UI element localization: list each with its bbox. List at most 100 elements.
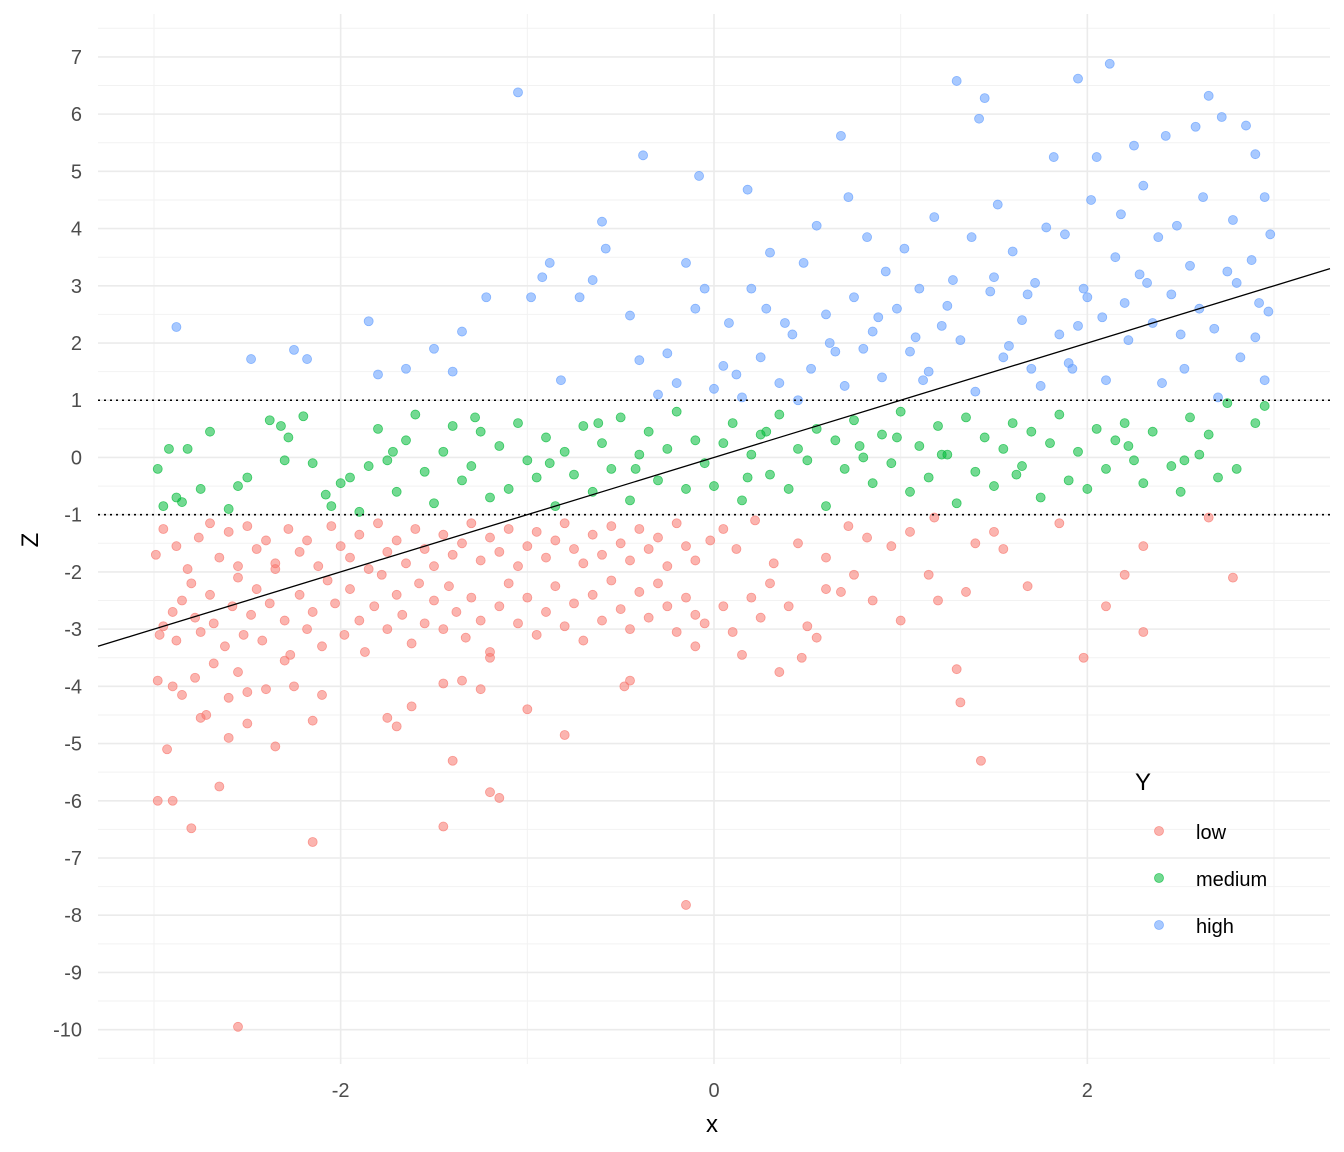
- data-point-medium: [1231, 464, 1242, 474]
- data-point-medium: [283, 432, 294, 443]
- data-point-medium: [335, 478, 346, 489]
- data-point-high: [1241, 120, 1251, 131]
- data-point-medium: [606, 464, 617, 474]
- data-point-low: [264, 598, 275, 609]
- data-point-medium: [914, 441, 925, 451]
- data-point-low: [158, 524, 169, 534]
- data-point-high: [923, 366, 934, 377]
- data-point-high: [966, 232, 977, 243]
- data-point-low: [541, 552, 551, 563]
- data-point-low: [335, 541, 346, 552]
- data-point-low: [559, 621, 570, 632]
- data-point-high: [974, 113, 984, 124]
- y-tick-label: -2: [64, 562, 82, 584]
- data-point-low: [1078, 652, 1089, 663]
- data-point-high: [537, 272, 548, 283]
- data-point-low: [397, 609, 408, 620]
- data-point-high: [1086, 195, 1096, 205]
- data-point-medium: [989, 481, 999, 491]
- data-point-medium: [320, 489, 331, 500]
- data-point-high: [718, 361, 729, 371]
- data-point-medium: [363, 461, 374, 471]
- data-point-high: [830, 346, 841, 357]
- data-point-high: [1110, 252, 1121, 263]
- data-point-medium: [742, 472, 753, 483]
- data-point-medium: [373, 423, 383, 434]
- data-point-high: [690, 303, 701, 314]
- data-point-low: [246, 609, 256, 620]
- data-point-high: [1129, 140, 1139, 151]
- data-point-high: [574, 292, 585, 303]
- x-tick-label: 0: [708, 1080, 719, 1102]
- data-point-medium: [839, 464, 850, 474]
- legend: Y low medium high: [1135, 769, 1267, 938]
- data-point-low: [681, 541, 691, 552]
- data-point-medium: [849, 415, 859, 426]
- data-point-high: [544, 258, 555, 268]
- data-point-medium: [429, 498, 439, 509]
- data-point-high: [1035, 381, 1046, 391]
- data-point-medium: [1166, 461, 1177, 471]
- data-point-high: [1026, 363, 1037, 374]
- data-point-medium: [1175, 486, 1186, 497]
- data-point-low: [671, 518, 682, 529]
- data-point-high: [1175, 329, 1186, 340]
- data-point-medium: [923, 472, 934, 483]
- data-point-low: [662, 601, 673, 612]
- data-point-high: [526, 292, 536, 303]
- data-point-low: [774, 667, 785, 677]
- data-point-medium: [522, 455, 533, 466]
- legend-key-medium: [1154, 873, 1164, 883]
- data-point-low: [569, 544, 579, 554]
- data-point-medium: [1073, 446, 1083, 457]
- data-point-medium: [1110, 435, 1121, 446]
- data-point-low: [162, 744, 172, 755]
- data-point-medium: [630, 464, 641, 474]
- data-point-medium: [233, 481, 243, 491]
- data-point-medium: [401, 435, 411, 446]
- data-point-medium: [1138, 478, 1149, 489]
- data-point-low: [223, 526, 234, 537]
- data-point-medium: [597, 438, 607, 449]
- data-point-high: [936, 320, 947, 331]
- data-point-high: [970, 386, 981, 397]
- data-point-low: [460, 632, 471, 643]
- data-point-medium: [746, 449, 757, 460]
- data-point-medium: [727, 418, 738, 429]
- data-point-high: [910, 332, 921, 343]
- data-point-high: [1231, 278, 1242, 288]
- data-point-medium: [279, 455, 290, 466]
- data-point-medium: [276, 421, 286, 431]
- data-point-high: [302, 354, 312, 364]
- x-tick-labels: -2 0 2: [332, 1080, 1093, 1102]
- y-tick-label: 2: [71, 333, 82, 355]
- data-point-high: [979, 93, 990, 104]
- data-point-low: [718, 601, 729, 612]
- data-point-high: [989, 272, 999, 283]
- data-point-medium: [1259, 401, 1270, 411]
- data-point-high: [1060, 229, 1070, 240]
- data-point-low: [634, 587, 645, 597]
- data-point-low: [205, 518, 215, 529]
- data-point-low: [929, 512, 940, 523]
- data-point-high: [289, 344, 299, 355]
- data-point-low: [190, 672, 200, 683]
- y-tick-label: -10: [53, 1020, 82, 1042]
- data-point-medium: [905, 486, 915, 497]
- data-point-high: [1022, 289, 1033, 300]
- data-point-high: [653, 389, 663, 400]
- data-point-low: [242, 718, 253, 729]
- data-point-high: [1222, 266, 1233, 277]
- data-point-low: [559, 730, 570, 740]
- data-point-low: [690, 555, 701, 566]
- data-point-low: [283, 524, 294, 534]
- data-point-low: [171, 635, 182, 646]
- x-axis-title: x: [706, 1111, 718, 1138]
- data-point-high: [429, 343, 439, 354]
- data-point-high: [1265, 229, 1276, 240]
- data-point-high: [849, 292, 859, 303]
- data-point-high: [905, 346, 915, 357]
- data-point-low: [238, 629, 249, 640]
- data-point-high: [1004, 340, 1014, 351]
